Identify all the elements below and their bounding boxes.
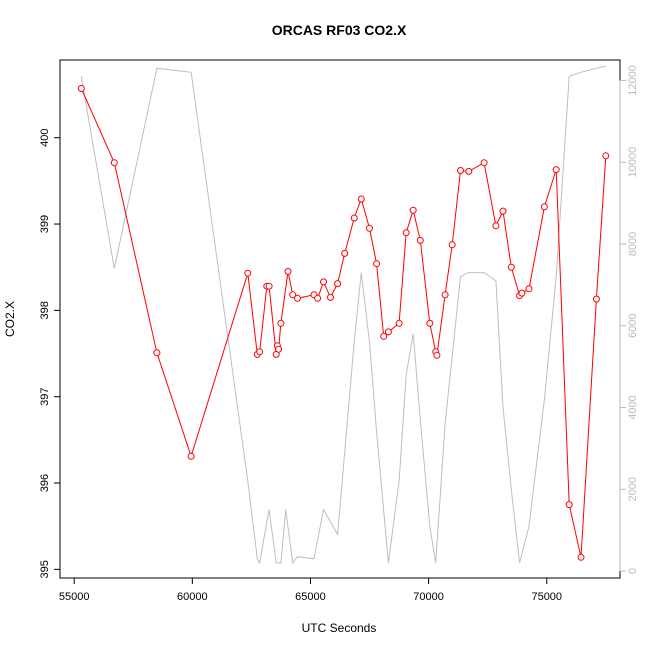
co2-point: [77, 85, 85, 92]
co2-point: [448, 241, 456, 249]
chart-title: ORCAS RF03 CO2.X: [272, 22, 407, 38]
x-tick-label: 55000: [59, 591, 90, 603]
x-axis-label: UTC Seconds: [302, 621, 377, 635]
x-tick-label: 75000: [531, 591, 562, 603]
co2-point: [244, 269, 252, 277]
co2-point: [350, 214, 358, 222]
y-axis-label: CO2.X: [3, 301, 17, 337]
co2-point: [275, 345, 283, 353]
co2-point: [540, 203, 548, 211]
co2-point: [277, 319, 285, 327]
co2-point: [507, 263, 515, 271]
co2-point: [314, 294, 322, 302]
co2-point: [341, 249, 349, 257]
co2-point: [110, 159, 118, 167]
altitude-series: [80, 65, 606, 565]
y-tick-label: 400: [39, 129, 51, 147]
co2-point: [294, 294, 301, 302]
co2-point: [284, 268, 292, 275]
co2-point: [395, 319, 403, 327]
co2-point: [552, 166, 560, 174]
co2-point: [380, 332, 388, 340]
y-tick-label: 399: [39, 215, 51, 233]
y-tick-label: 398: [39, 301, 51, 319]
co2-point: [187, 452, 195, 460]
co2-point: [499, 207, 507, 215]
co2-point: [409, 206, 417, 214]
co2-point: [518, 289, 526, 297]
co2-point: [334, 280, 342, 288]
co2-point: [465, 167, 473, 175]
y2-tick-label: 2000: [627, 477, 639, 501]
co2-point: [416, 236, 424, 244]
co2-point: [457, 167, 464, 174]
co2-point: [577, 553, 585, 561]
altitude-line: [80, 65, 606, 565]
y2-tick-label: 6000: [627, 314, 639, 338]
co2-point: [592, 295, 600, 303]
y-tick-label: 397: [39, 388, 51, 406]
x-tick-label: 70000: [413, 591, 444, 603]
x-tick-label: 65000: [295, 591, 326, 603]
co2-point: [402, 229, 410, 237]
co2-point: [373, 260, 381, 268]
axes: 55000 60000 65000 70000 75000395396397398399…: [39, 65, 639, 603]
co2-point: [426, 319, 434, 327]
co2-line: [80, 88, 607, 558]
co2-point: [433, 351, 441, 359]
co2-point: [492, 222, 500, 230]
co2-point: [289, 291, 297, 299]
co2-point: [480, 159, 488, 167]
co2-point: [602, 152, 610, 160]
y2-tick-label: 8000: [627, 232, 639, 256]
plot-area-box: [59, 59, 621, 579]
co2-series: [77, 85, 610, 561]
co2-point: [384, 328, 392, 336]
x-tick-label: 60000: [177, 591, 208, 603]
y2-tick-label: 4000: [627, 395, 639, 419]
co2-point: [357, 195, 365, 203]
co2-point: [366, 224, 373, 232]
co2-point: [441, 291, 449, 299]
y-tick-label: 396: [39, 474, 51, 492]
co2-point: [320, 278, 327, 286]
co2-point: [525, 285, 533, 293]
y2-tick-label: 12000: [627, 65, 639, 96]
co2-point: [256, 348, 264, 356]
y-tick-label: 395: [39, 560, 51, 578]
y2-tick-label: 0: [627, 568, 639, 574]
co2-point: [565, 501, 573, 509]
co2-point: [153, 349, 161, 357]
co2-point: [265, 282, 273, 290]
co2-point: [327, 293, 334, 301]
y2-tick-label: 10000: [627, 147, 639, 178]
